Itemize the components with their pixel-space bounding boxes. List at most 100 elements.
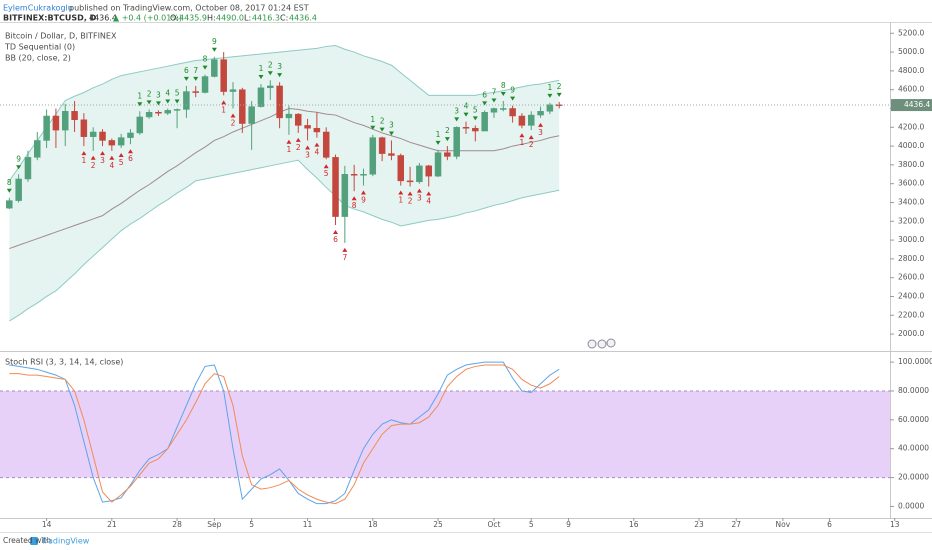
- candle-body: [211, 59, 218, 77]
- x-tick-label: Nov: [776, 520, 791, 529]
- td-buy-marker: [314, 142, 320, 147]
- symbol: BITFINEX:BTCUSD, D: [3, 14, 97, 23]
- candle-body: [108, 140, 116, 146]
- y-tick-label: 40.0000: [898, 444, 929, 453]
- td-buy-marker: [295, 137, 301, 142]
- td-buy-count: 3: [417, 194, 422, 203]
- td-buy-count: 4: [314, 148, 319, 157]
- td-sell-marker: [500, 91, 506, 96]
- event-icon[interactable]: [597, 339, 607, 349]
- y-tick-label: 3200.0: [898, 216, 924, 225]
- event-icon[interactable]: [587, 339, 597, 349]
- td-sell-count: 2: [268, 60, 273, 69]
- event-icons[interactable]: [587, 338, 616, 349]
- td-buy-count: 5: [324, 169, 329, 178]
- candle-body: [155, 111, 162, 114]
- td-sell-marker: [146, 100, 152, 105]
- td-buy-marker: [538, 122, 544, 127]
- td-sell-count: 1: [370, 115, 375, 124]
- candle-body: [248, 106, 255, 124]
- td-buy-marker: [230, 113, 236, 118]
- candle-body: [80, 119, 88, 137]
- td-sell-marker: [482, 101, 488, 106]
- x-tick-label: 11: [303, 520, 313, 529]
- indicator-legend: BB (20, close, 2): [5, 54, 71, 63]
- candle-body: [388, 153, 395, 156]
- td-buy-count: 1: [81, 156, 86, 165]
- low-label: L:: [244, 14, 251, 23]
- candle-body: [164, 110, 172, 114]
- y-tick-label: 2400.0: [898, 291, 924, 300]
- td-sell-count: 8: [203, 55, 208, 64]
- candle-body: [518, 115, 526, 126]
- candle-body: [239, 89, 246, 124]
- td-buy-count: 8: [352, 201, 357, 210]
- author[interactable]: EylemCukrakoglu: [3, 4, 73, 13]
- td-buy-marker: [351, 196, 357, 201]
- low-value: 4416.3: [252, 14, 280, 23]
- header-change: ▲ +0.4 (+0.01%): [113, 14, 182, 23]
- td-buy-count: 2: [91, 161, 96, 170]
- td-buy-count: 1: [287, 145, 292, 154]
- footer-brand[interactable]: TradingView: [40, 537, 90, 546]
- td-sell-marker: [267, 71, 273, 76]
- td-sell-count: 7: [193, 66, 198, 75]
- td-sell-marker: [454, 117, 460, 122]
- candle-body: [15, 178, 22, 201]
- candle-body: [61, 111, 69, 131]
- candle-body: [490, 108, 498, 113]
- candle-body: [462, 127, 470, 129]
- y-tick-label: 3600.0: [898, 179, 924, 188]
- candle-body: [378, 137, 386, 154]
- y-tick-label: 5000.0: [898, 47, 924, 56]
- td-buy-count: 3: [100, 156, 105, 165]
- td-sell-count: 9: [212, 37, 217, 46]
- candle-body: [99, 131, 106, 141]
- x-tick-label: 5: [249, 520, 254, 529]
- candle-body: [257, 87, 265, 107]
- td-sell-marker: [174, 99, 180, 104]
- y-tick-label: 80.0000: [898, 386, 929, 395]
- last-price-label: 4436.4: [904, 100, 930, 109]
- candle-body: [350, 174, 358, 176]
- candle-body: [425, 165, 432, 177]
- td-buy-marker: [416, 188, 422, 193]
- y-tick-label: 4600.0: [898, 85, 924, 94]
- td-sell-count: 2: [147, 89, 152, 98]
- td-buy-count: 3: [305, 150, 310, 159]
- x-tick-label: 21: [107, 520, 117, 529]
- td-sell-marker: [258, 75, 264, 80]
- td-sell-count: 3: [156, 90, 161, 99]
- y-tick-label: 4200.0: [898, 122, 924, 131]
- td-sell-count: 1: [137, 91, 142, 100]
- x-tick-label: 16: [629, 520, 639, 529]
- series-line: [9, 361, 560, 505]
- brand-logo: [30, 537, 38, 545]
- td-buy-count: 1: [520, 138, 525, 147]
- candle-body: [71, 111, 78, 121]
- event-icon[interactable]: [606, 338, 616, 348]
- x-tick-label: 18: [368, 520, 378, 529]
- td-buy-marker: [109, 155, 115, 160]
- candle-body: [527, 114, 535, 126]
- x-tick-label: Sep: [207, 520, 221, 529]
- indicator-legend: TD Sequential (0): [4, 43, 75, 52]
- td-sell-marker: [388, 131, 394, 136]
- td-buy-marker: [398, 190, 404, 195]
- y-tick-label: 2600.0: [898, 273, 924, 282]
- y-tick-label: 3400.0: [898, 197, 924, 206]
- td-buy-count: 6: [333, 235, 338, 244]
- published: published on TradingView.com, October 08…: [69, 4, 309, 13]
- footer-created: Created with: [3, 536, 51, 545]
- td-sell-count: 1: [547, 83, 552, 92]
- frame: [0, 22, 932, 533]
- td-sell-marker: [491, 98, 497, 103]
- td-sell-marker: [155, 101, 161, 106]
- candle-body: [397, 155, 405, 182]
- candle-body: [434, 152, 442, 177]
- td-sell-marker: [444, 137, 450, 142]
- candle-body: [406, 180, 414, 183]
- candle-body: [294, 113, 302, 126]
